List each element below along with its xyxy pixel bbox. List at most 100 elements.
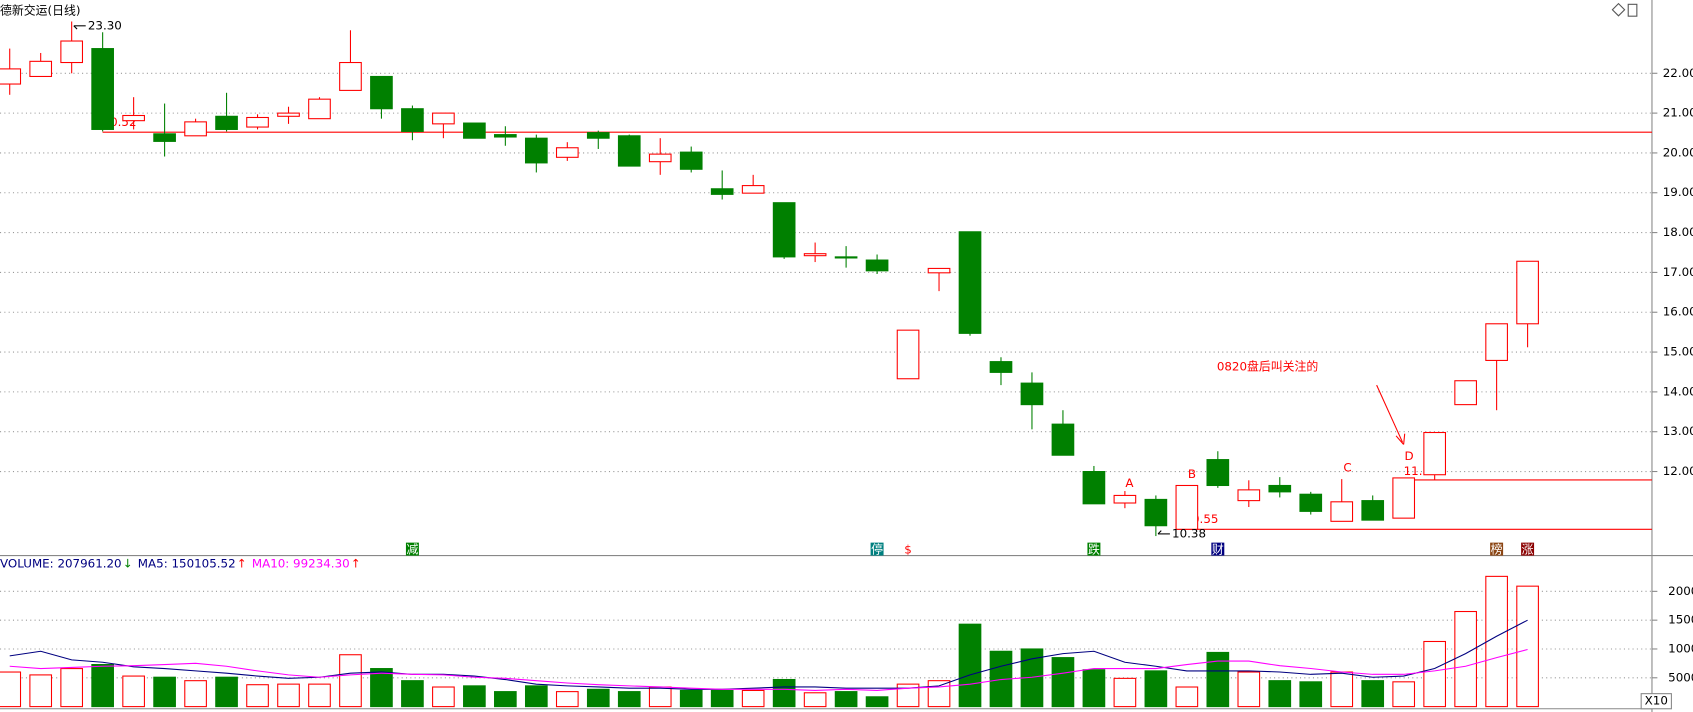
volume-bar: [1268, 680, 1292, 708]
volume-bar: [586, 688, 610, 708]
annotation: B: [1188, 467, 1196, 481]
y-tick-label: 19.00: [1663, 185, 1693, 199]
annotation: C: [1343, 461, 1351, 475]
volume-bar: [1206, 651, 1230, 708]
volume-bar: [91, 663, 114, 708]
annotation: 0820盘后叫关注的: [1217, 359, 1318, 373]
candle-body: [1237, 489, 1261, 502]
candle-body: [617, 135, 641, 167]
event-marker: 跌: [1088, 543, 1100, 557]
scale-label: X10: [1645, 694, 1668, 708]
y-tick-label: 15000: [1668, 613, 1693, 627]
candle-body: [1268, 484, 1292, 493]
volume-bar: [184, 680, 207, 708]
candle-body: [1113, 494, 1137, 504]
candle-body: [370, 75, 393, 110]
volume-bar: [432, 686, 455, 708]
volume-bar: [122, 675, 145, 708]
volume-bar: [1485, 575, 1508, 708]
volume-bar: [1516, 585, 1539, 708]
candle-body: [122, 114, 145, 122]
event-box: [1211, 542, 1225, 556]
volume-bar: [60, 668, 84, 708]
y-tick-label: 5000: [1668, 670, 1693, 684]
volume-bar: [741, 689, 765, 708]
event-box: [405, 542, 419, 556]
volume-bar: [958, 623, 982, 708]
volume-bar: [246, 684, 269, 708]
y-tick-label: 18.00: [1663, 225, 1693, 239]
volume-bar: [153, 676, 176, 708]
candle-body: [524, 137, 548, 164]
y-tick-label: 21.00: [1663, 106, 1693, 120]
volume-bar: [215, 676, 238, 708]
candle-body: [927, 267, 951, 274]
legend-arrow: ↑: [351, 557, 361, 571]
candle-body: [1082, 471, 1106, 505]
candle-body: [679, 151, 703, 170]
event-marker: 停: [871, 543, 883, 557]
candle-body: [277, 112, 300, 117]
volume-bar: [648, 686, 672, 708]
event-marker: 涨: [1522, 543, 1534, 557]
event-marker: 财: [1212, 543, 1224, 557]
legend-label: MA10: 99234.30: [252, 557, 350, 571]
extreme-pointer-head: [1157, 530, 1162, 535]
candle-body: [648, 153, 672, 163]
y-tick-label: 15.00: [1663, 345, 1693, 359]
candle-body: [432, 112, 455, 125]
volume-bar: [277, 683, 300, 708]
volume-bar: [401, 680, 424, 708]
chart-title: 德新交运(日线): [0, 3, 80, 17]
volume-bar: [339, 654, 362, 708]
volume-bar: [1144, 670, 1168, 708]
y-tick-label: 20000: [1668, 584, 1693, 598]
volume-bar: [803, 692, 827, 708]
volume-bar: [1454, 610, 1477, 708]
tool-icon[interactable]: [1627, 3, 1638, 17]
legend-label: VOLUME: 207961.20: [0, 557, 122, 571]
volume-bar: [555, 691, 579, 708]
candle-body: [989, 361, 1013, 373]
tool-icon[interactable]: [1611, 2, 1626, 17]
candle-body: [865, 259, 889, 272]
volume-bar: [1051, 657, 1075, 708]
candle-body: [91, 48, 114, 130]
candle-body: [60, 40, 84, 64]
y-tick-label: 14.00: [1663, 384, 1693, 398]
volume-bar: [1175, 686, 1199, 708]
candle-body: [555, 147, 579, 158]
y-tick-label: 10000: [1668, 641, 1693, 655]
candle-body: [1361, 500, 1385, 521]
event-marker: 榜: [1491, 543, 1503, 557]
event-box: [1087, 542, 1101, 556]
candle-body: [772, 202, 796, 258]
candle-body: [1330, 501, 1354, 522]
candle-body: [1299, 493, 1323, 512]
candle-body: [803, 253, 827, 257]
candle-body: [29, 60, 53, 78]
extreme-pointer-head: [73, 25, 78, 30]
candle-body: [0, 68, 22, 85]
extreme-label: 10.38: [1172, 526, 1206, 540]
legend-label: MA5: 150105.52: [138, 557, 236, 571]
volume-bar: [370, 668, 393, 708]
annotation-arrow: [1376, 384, 1404, 443]
event-box: [870, 542, 884, 556]
volume-bar: [1361, 680, 1385, 708]
volume-bar: [1237, 671, 1261, 708]
volume-bar: [1299, 681, 1323, 708]
volume-bar: [617, 691, 641, 708]
legend-arrow: ↓: [123, 557, 133, 571]
volume-bar: [29, 674, 53, 708]
volume-bar: [927, 680, 951, 708]
candle-body: [339, 61, 362, 91]
y-tick-label: 22.00: [1663, 66, 1693, 80]
annotation: A: [1125, 476, 1134, 490]
y-tick-label: 16.00: [1663, 305, 1693, 319]
volume-bar: [463, 685, 486, 708]
candle-body: [958, 231, 982, 334]
